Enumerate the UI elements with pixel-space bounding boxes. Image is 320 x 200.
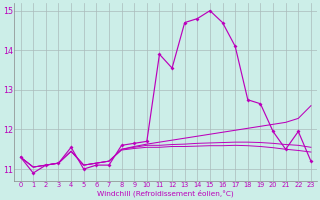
X-axis label: Windchill (Refroidissement éolien,°C): Windchill (Refroidissement éolien,°C) — [97, 190, 234, 197]
